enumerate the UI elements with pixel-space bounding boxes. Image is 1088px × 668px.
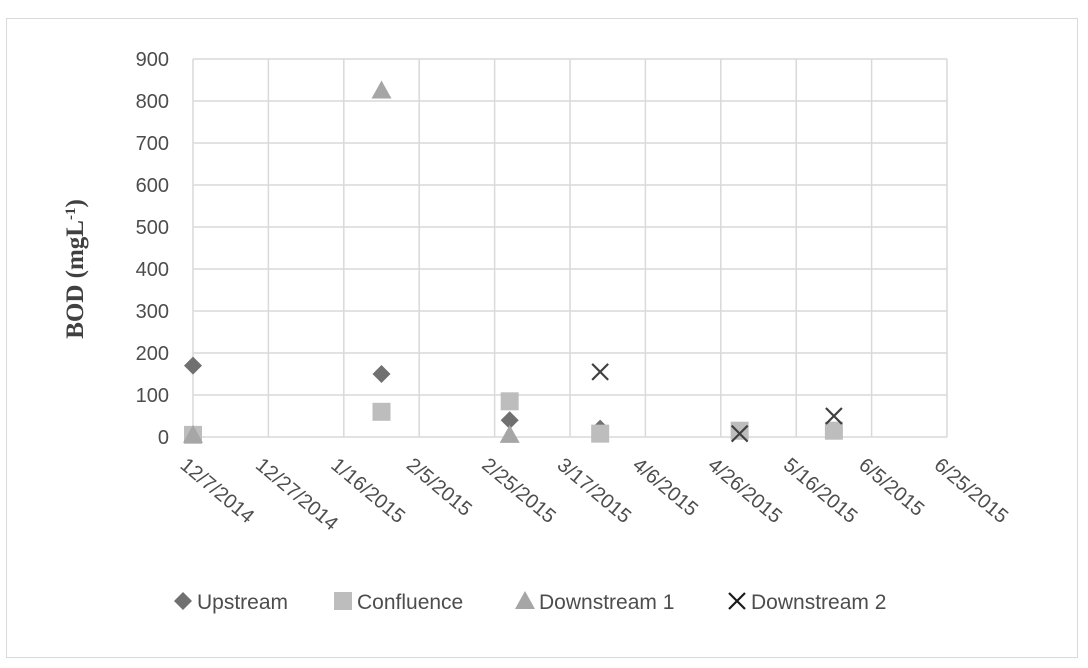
series-downstream-2 bbox=[591, 363, 843, 443]
data-point bbox=[371, 80, 392, 99]
x-tick-label: 4/26/2015 bbox=[704, 454, 786, 528]
legend-item: Confluence bbox=[334, 591, 463, 614]
series-confluence bbox=[184, 392, 843, 444]
x-tick-label: 5/16/2015 bbox=[779, 454, 861, 528]
data-point bbox=[730, 421, 749, 440]
legend-marker-x bbox=[728, 592, 746, 610]
x-tick-label: 3/17/2015 bbox=[553, 454, 635, 528]
y-tick-label: 0 bbox=[158, 427, 169, 449]
x-tick-label: 12/7/2014 bbox=[176, 454, 258, 528]
data-point bbox=[591, 424, 610, 443]
legend-marker-diamond bbox=[174, 592, 192, 610]
y-tick-label: 900 bbox=[136, 49, 169, 71]
x-marker-stroke bbox=[591, 363, 609, 381]
x-tick-label: 2/25/2015 bbox=[477, 454, 559, 528]
data-point bbox=[184, 356, 202, 375]
bod-scatter-chart: 0 100 200 300 400 500 600 700 800 900 12/7/201412… bbox=[62, 49, 1012, 614]
data-point bbox=[372, 365, 391, 383]
legend-label: Downstream 2 bbox=[751, 591, 886, 614]
data-point bbox=[499, 424, 520, 443]
x-marker-stroke bbox=[825, 407, 843, 425]
legend-item: Downstream 2 bbox=[728, 591, 886, 614]
x-tick-label: 12/27/2014 bbox=[251, 454, 342, 535]
x-tick-label: 2/5/2015 bbox=[402, 454, 476, 521]
x-tick-label: 6/5/2015 bbox=[854, 454, 928, 521]
y-tick-label: 100 bbox=[136, 385, 169, 407]
legend-item: Downstream 1 bbox=[515, 591, 674, 614]
data-point bbox=[500, 411, 519, 430]
legend-label: Confluence bbox=[357, 591, 463, 614]
x-marker-stroke bbox=[728, 592, 746, 610]
y-tick-label: 300 bbox=[136, 301, 169, 323]
data-point bbox=[183, 424, 203, 443]
y-tick-label: 800 bbox=[136, 91, 169, 113]
x-tick-label: 4/6/2015 bbox=[628, 454, 702, 521]
data-point bbox=[500, 392, 519, 411]
legend-label: Downstream 1 bbox=[539, 591, 674, 614]
y-tick-label: 200 bbox=[136, 343, 169, 365]
series-downstream-1 bbox=[183, 80, 520, 443]
data-point bbox=[824, 421, 843, 440]
grid-layer bbox=[192, 58, 948, 438]
y-tick-label: 400 bbox=[136, 259, 169, 281]
legend-item: Upstream bbox=[174, 591, 288, 614]
data-points bbox=[183, 80, 843, 444]
data-point bbox=[825, 407, 843, 425]
x-marker-stroke bbox=[730, 424, 749, 443]
x-tick-label: 6/25/2015 bbox=[930, 454, 1012, 528]
y-tick-label: 700 bbox=[136, 133, 169, 155]
y-tick-label: 600 bbox=[136, 175, 169, 197]
legend-marker-square bbox=[334, 592, 352, 610]
legend-label: Upstream bbox=[197, 591, 288, 614]
legend-marker-triangle bbox=[515, 591, 535, 609]
legend: Upstream Confluence Downstream 1 Downstream… bbox=[174, 591, 886, 614]
y-axis-ticks: 0 100 200 300 400 500 600 700 800 900 bbox=[136, 49, 169, 449]
data-point bbox=[730, 424, 749, 443]
data-point bbox=[591, 363, 609, 381]
y-axis-label: BOD (mgL-1) bbox=[62, 199, 89, 339]
chart-frame: 0 100 200 300 400 500 600 700 800 900 12/7/2014 12… bbox=[6, 18, 1078, 658]
y-tick-label: 500 bbox=[136, 217, 169, 239]
data-point bbox=[372, 402, 391, 421]
